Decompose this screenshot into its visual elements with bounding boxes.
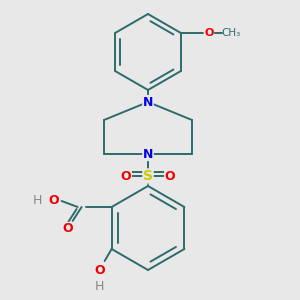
Text: H: H (95, 280, 104, 293)
Text: O: O (121, 169, 131, 182)
Text: O: O (62, 223, 73, 236)
Text: N: N (143, 95, 153, 109)
Text: N: N (143, 148, 153, 160)
Text: S: S (143, 169, 153, 183)
Text: CH₃: CH₃ (221, 28, 241, 38)
Text: O: O (94, 265, 105, 278)
Text: O: O (204, 28, 214, 38)
Text: O: O (48, 194, 59, 208)
Text: H: H (33, 194, 42, 208)
Text: O: O (165, 169, 175, 182)
